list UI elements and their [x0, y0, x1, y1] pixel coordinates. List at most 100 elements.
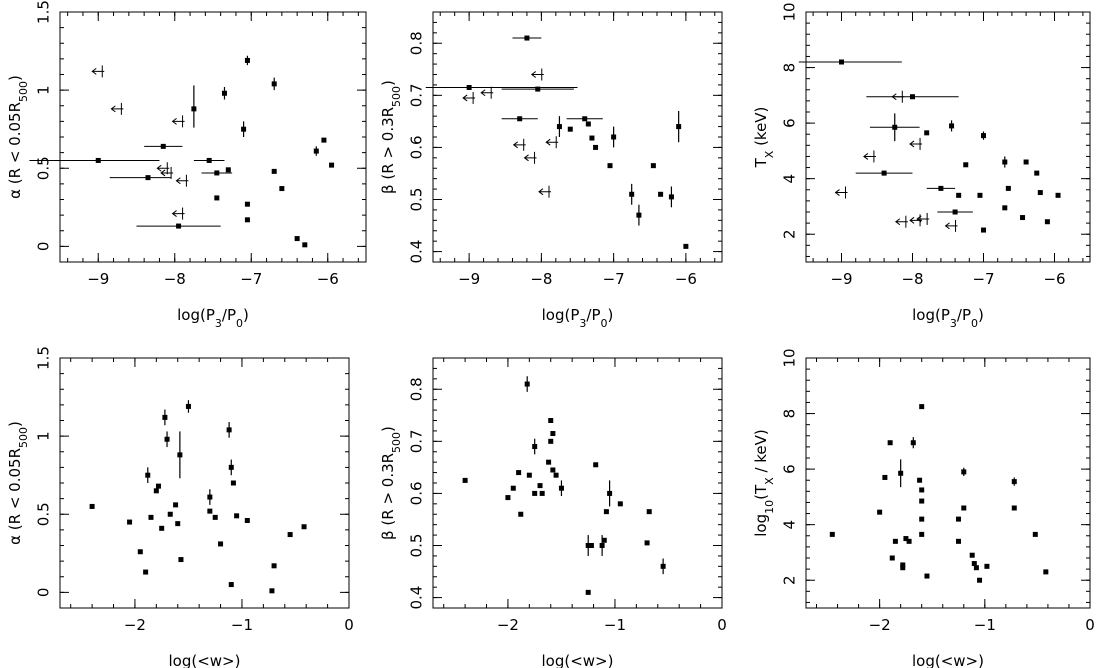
data-point	[829, 531, 835, 537]
data-point	[155, 483, 161, 489]
panel-bottom-middle: −2 −1 0 0.4 0.5 0.6 0.7 0.8 log(<w>) β (R > 0.3R5…	[379, 357, 727, 668]
y-tick-label: 10	[781, 2, 799, 21]
x-tick-label: 0	[344, 616, 354, 634]
data-point	[611, 134, 617, 140]
data-point	[881, 170, 887, 176]
y-tick-label: 8	[781, 409, 799, 419]
y-tick-label: 0.6	[408, 481, 426, 505]
y-tick-label: 1	[35, 431, 53, 441]
upper-limit-arrow	[462, 94, 476, 102]
x-tick-label: −8	[901, 270, 923, 288]
data-point	[191, 106, 197, 112]
data-point	[462, 477, 468, 483]
data-point	[900, 562, 906, 568]
data-point	[607, 490, 613, 496]
data-point	[1034, 170, 1040, 176]
data-point	[903, 536, 909, 542]
data-point	[466, 85, 472, 91]
data-point	[553, 472, 559, 478]
data-point	[532, 444, 538, 450]
x-axis-label: log(<w>)	[542, 652, 614, 668]
data-point	[917, 477, 923, 483]
data-point	[145, 472, 151, 478]
x-tick-label: −1	[974, 616, 996, 634]
data-point	[607, 163, 613, 169]
upper-limit-arrow	[160, 169, 174, 177]
data-point	[676, 124, 682, 130]
x-axis-label: log(<w>)	[912, 652, 984, 668]
data-point	[938, 185, 944, 191]
data-point	[539, 490, 545, 496]
data-point	[550, 431, 556, 437]
x-tick-label: −9	[830, 270, 852, 288]
y-tick-label: 0.5	[408, 188, 426, 212]
data-point	[95, 157, 101, 163]
data-point	[1032, 531, 1038, 537]
data-point	[173, 502, 179, 508]
upper-limit-arrow	[171, 210, 185, 217]
data-point	[567, 126, 573, 132]
data-point	[212, 514, 218, 520]
plot-frame	[805, 357, 1091, 609]
data-point	[919, 498, 925, 504]
data-point	[279, 186, 285, 192]
data-point	[971, 561, 977, 567]
data-point	[956, 516, 962, 522]
data-point	[548, 418, 554, 423]
data-point	[949, 123, 955, 129]
y-tick-label: 8	[781, 63, 799, 73]
data-point	[617, 501, 623, 507]
y-tick-label: 2	[781, 575, 799, 585]
data-point	[603, 509, 609, 515]
data-point	[271, 168, 277, 174]
data-point	[185, 403, 191, 409]
data-point	[510, 485, 516, 491]
x-tick-label: −6	[1043, 270, 1065, 288]
data-point	[271, 563, 277, 569]
data-point	[919, 516, 925, 522]
data-point	[505, 495, 511, 501]
data-point	[214, 195, 220, 201]
data-point	[585, 543, 591, 548]
data-point	[1044, 219, 1050, 225]
data-point	[910, 440, 916, 446]
upper-limit-arrow	[834, 189, 848, 196]
y-tick-label: 0.5	[408, 534, 426, 558]
data-point	[887, 440, 893, 446]
data-point	[593, 462, 599, 468]
x-axis-label: log(<w>)	[169, 652, 241, 668]
x-tick-label: −1	[604, 616, 626, 634]
data-point	[550, 467, 556, 473]
data-point	[919, 487, 925, 493]
data-point	[1020, 215, 1026, 221]
data-point	[977, 577, 983, 583]
data-point	[924, 130, 930, 136]
data-point	[956, 192, 962, 198]
data-point	[984, 563, 990, 569]
data-point	[167, 511, 173, 517]
data-point	[660, 563, 666, 569]
data-point	[956, 538, 962, 544]
y-tick-label: 1.5	[35, 346, 53, 370]
y-tick-label: 0.6	[408, 135, 426, 159]
data-point	[230, 480, 236, 486]
plot-frame	[432, 357, 723, 609]
upper-limit-arrow	[175, 177, 189, 185]
x-tick-label: −8	[530, 270, 552, 288]
upper-limit-arrow	[944, 222, 958, 230]
upper-limit-arrow	[538, 188, 551, 196]
data-point	[1023, 159, 1029, 165]
data-point	[313, 148, 319, 154]
data-point	[162, 414, 168, 420]
data-point	[321, 137, 327, 143]
x-tick-label: 0	[717, 616, 727, 634]
data-point	[160, 143, 166, 149]
y-tick-label: 0	[35, 242, 53, 252]
data-point	[556, 124, 562, 130]
y-tick-label: 0	[35, 588, 53, 598]
data-point	[269, 588, 275, 594]
data-point	[973, 565, 979, 571]
data-point	[535, 86, 541, 92]
upper-limit-arrow	[110, 105, 124, 113]
data-point	[234, 513, 240, 519]
